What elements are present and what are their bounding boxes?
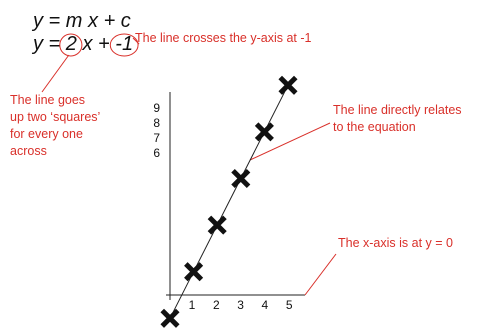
x-label: 2 (213, 298, 220, 312)
x-label: 3 (237, 298, 244, 312)
cross-point (278, 75, 298, 95)
equation-middle: x + (77, 33, 115, 55)
equation-intercept: -1 (115, 33, 133, 55)
line-note: The line directly relates (333, 103, 462, 117)
x-label: 5 (286, 298, 293, 312)
pointer (249, 122, 331, 161)
pointer (304, 253, 337, 296)
intercept-note: The line crosses the y-axis at -1 (135, 31, 312, 45)
general-equation: y = m x + c (31, 10, 131, 32)
gradient-note: across (10, 144, 47, 158)
gradient-note: The line goes (10, 93, 85, 107)
graph-line (169, 85, 289, 319)
x-label: 1 (189, 298, 196, 312)
cross-point (207, 215, 227, 235)
y-label: 8 (153, 116, 160, 130)
pointer (132, 37, 140, 45)
x-axis-note: The x-axis is at y = 0 (338, 236, 453, 250)
gradient-note: up two ‘squares’ (10, 110, 100, 124)
highlight-circle (109, 33, 139, 57)
specific-equation: y = 2 x + -1 (31, 33, 133, 55)
equation-lhs: y = (31, 33, 66, 55)
pointer (41, 54, 70, 93)
cross-point (184, 262, 204, 282)
cross-point (254, 122, 274, 142)
x-label: 4 (262, 298, 269, 312)
cross-point (160, 308, 180, 328)
y-label: 9 (153, 101, 160, 115)
gradient-note: for every one (10, 127, 83, 141)
y-label: 7 (153, 131, 160, 145)
equation-gradient: 2 (65, 33, 77, 55)
cross-point (231, 168, 251, 189)
highlight-circle (59, 33, 83, 57)
line-note: to the equation (333, 120, 416, 134)
y-label: 6 (153, 146, 160, 160)
